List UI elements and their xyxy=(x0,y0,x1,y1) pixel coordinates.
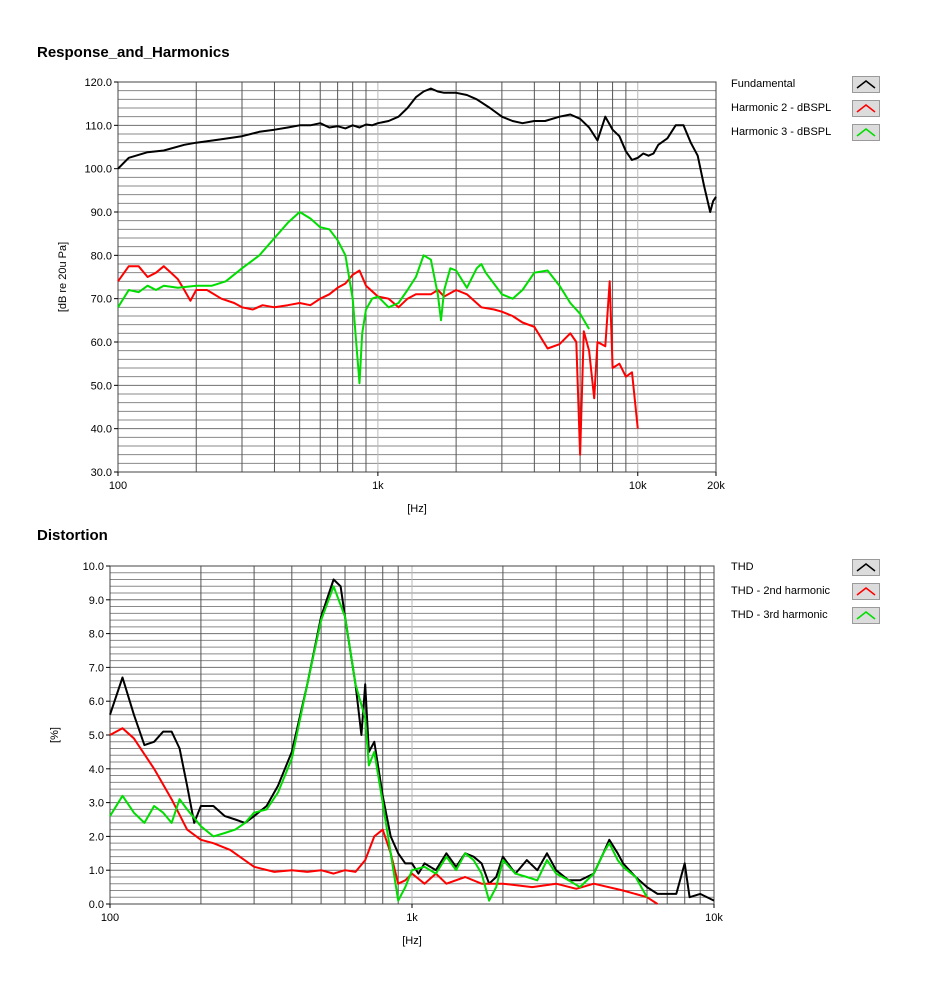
y-tick-label: 90.0 xyxy=(91,207,112,219)
legend-item-fundamental[interactable]: Fundamental xyxy=(731,76,901,100)
y-tick-label: 50.0 xyxy=(91,380,112,392)
x-axis-label: [Hz] xyxy=(407,503,427,515)
y-tick-label: 2.0 xyxy=(89,831,104,843)
response-chart: 30.0 40.0 50.0 60.0 70.0 80.0 90.0 100.0 110.0 12… xyxy=(57,77,725,515)
y-axis-label: [%] xyxy=(49,727,61,743)
y-tick-label: 120.0 xyxy=(84,77,112,89)
chart-title-distortion: Distortion xyxy=(37,527,108,544)
legend-item-harmonic-2[interactable]: Harmonic 2 - dBSPL xyxy=(731,100,901,124)
y-tick-label: 8.0 xyxy=(89,629,104,641)
series-line-2 xyxy=(117,265,639,456)
legend-item-thd-2nd[interactable]: THD - 2nd harmonic xyxy=(731,583,901,607)
y-axis-label: [dB re 20u Pa] xyxy=(57,242,69,312)
y-tick-label: 80.0 xyxy=(91,250,112,262)
y-tick-label: 7.0 xyxy=(89,662,104,674)
series-line-2 xyxy=(109,727,659,905)
x-axis-label: [Hz] xyxy=(402,935,422,947)
x-tick-label: 1k xyxy=(372,480,384,492)
x-tick-label: 100 xyxy=(109,480,127,492)
series-line-3 xyxy=(117,211,590,385)
x-tick-label: 10k xyxy=(629,480,647,492)
legend-swatch-icon xyxy=(852,607,880,624)
y-tick-label: 70.0 xyxy=(91,294,112,306)
x-tick-label: 100 xyxy=(101,912,119,924)
y-tick-label: 100.0 xyxy=(84,164,112,176)
legend-label: Harmonic 2 - dBSPL xyxy=(731,102,832,114)
chart-title-response: Response_and_Harmonics xyxy=(37,44,230,61)
y-tick-label: 6.0 xyxy=(89,696,104,708)
distortion-legend: THD THD - 2nd harmonic THD - 3rd harmoni… xyxy=(731,559,901,631)
legend-label: THD - 3rd harmonic xyxy=(731,609,828,621)
x-tick-label: 1k xyxy=(406,912,418,924)
legend-item-thd[interactable]: THD xyxy=(731,559,901,583)
x-tick-label: 10k xyxy=(705,912,723,924)
y-tick-label: 5.0 xyxy=(89,730,104,742)
response-legend: Fundamental Harmonic 2 - dBSPL Harmonic … xyxy=(731,76,901,148)
y-tick-label: 10.0 xyxy=(83,561,104,573)
series-line-1 xyxy=(109,578,715,902)
legend-swatch-icon xyxy=(852,100,880,117)
y-tick-label: 40.0 xyxy=(91,424,112,436)
y-tick-label: 4.0 xyxy=(89,764,104,776)
legend-label: Fundamental xyxy=(731,78,796,90)
series-line-3 xyxy=(109,585,648,902)
series-line-1 xyxy=(117,87,717,213)
y-tick-label: 30.0 xyxy=(91,467,112,479)
plot-area xyxy=(118,82,716,472)
legend-label: THD - 2nd harmonic xyxy=(731,585,831,597)
legend-label: THD xyxy=(731,561,754,573)
y-tick-label: 60.0 xyxy=(91,337,112,349)
legend-item-harmonic-3[interactable]: Harmonic 3 - dBSPL xyxy=(731,124,901,148)
x-tick-label: 20k xyxy=(707,480,725,492)
legend-swatch-icon xyxy=(852,124,880,141)
y-tick-label: 3.0 xyxy=(89,798,104,810)
legend-item-thd-3rd[interactable]: THD - 3rd harmonic xyxy=(731,607,901,631)
y-tick-label: 1.0 xyxy=(89,865,104,877)
legend-label: Harmonic 3 - dBSPL xyxy=(731,126,832,138)
legend-swatch-icon xyxy=(852,583,880,600)
legend-swatch-icon xyxy=(852,559,880,576)
y-tick-label: 110.0 xyxy=(85,120,112,132)
y-tick-label: 9.0 xyxy=(89,595,104,607)
y-tick-label: 0.0 xyxy=(89,899,104,911)
legend-swatch-icon xyxy=(852,76,880,93)
plot-frame xyxy=(117,81,717,473)
